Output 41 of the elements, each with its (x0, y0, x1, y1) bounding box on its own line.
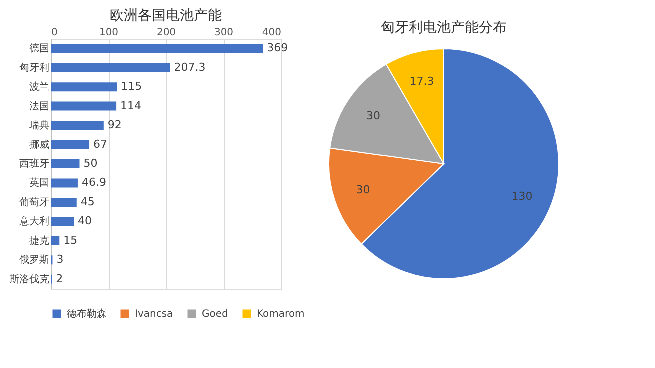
data-label: 92 (108, 118, 122, 132)
y-tick-label: 瑞典 (30, 120, 50, 132)
y-tick-label: 捷克 (30, 234, 50, 247)
x-tick-label: 400 (262, 28, 282, 38)
data-label: 207.3 (174, 60, 206, 74)
chart-title: 欧洲各国电池产能 (110, 8, 222, 24)
data-label: 115 (121, 80, 142, 94)
y-tick-label: 葡萄牙 (20, 196, 50, 208)
data-label: 30 (356, 184, 370, 197)
data-label: 40 (78, 214, 92, 228)
y-tick-label: 西班牙 (20, 158, 50, 170)
y-tick-label: 俄罗斯 (20, 254, 50, 266)
data-label: 45 (80, 195, 95, 208)
y-tick-label: 德国 (30, 44, 50, 55)
data-label: 130 (512, 190, 533, 204)
data-label: 17.3 (410, 74, 434, 88)
y-tick-label: 波兰 (30, 81, 50, 94)
data-label: 3 (56, 253, 64, 266)
chart-title: 匈牙利电池产能分布 (381, 20, 507, 36)
data-label: 15 (64, 234, 78, 247)
legend-label: 德布勒森 (67, 308, 107, 320)
data-label: 30 (366, 110, 380, 123)
x-tick-label: 100 (99, 28, 119, 38)
legend-label: Komarom (257, 309, 305, 320)
data-label: 114 (120, 99, 142, 112)
y-tick-label: 意大利 (18, 216, 50, 228)
data-label: 50 (84, 157, 98, 170)
y-tick-label: 匈牙利 (20, 62, 50, 74)
data-label: 67 (94, 138, 108, 151)
y-tick-label: 英国 (30, 177, 50, 190)
y-tick-label: 斯洛伐克 (10, 273, 50, 286)
x-tick-label: 0 (52, 28, 58, 38)
data-label: 369 (267, 42, 288, 55)
x-tick-label: 300 (214, 28, 234, 38)
y-tick-label: 法国 (30, 100, 50, 112)
x-tick-label: 200 (156, 28, 176, 38)
legend-label: Goed (202, 309, 228, 320)
legend-label: Ivancsa (135, 309, 174, 320)
y-tick-label: 挪威 (30, 138, 50, 151)
data-label: 2 (56, 272, 64, 286)
data-label: 46.9 (82, 176, 106, 190)
